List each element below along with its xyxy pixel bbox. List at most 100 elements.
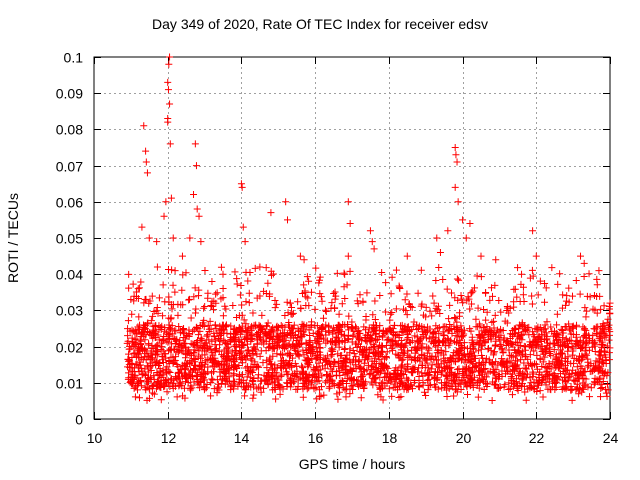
data-point xyxy=(144,378,152,386)
data-point xyxy=(143,320,151,328)
data-point xyxy=(483,308,491,316)
data-point xyxy=(475,367,483,375)
data-point xyxy=(431,375,439,383)
data-point xyxy=(338,337,346,345)
data-point xyxy=(179,325,187,333)
data-point xyxy=(440,358,448,366)
data-point xyxy=(203,380,211,388)
data-point xyxy=(430,381,438,389)
data-point xyxy=(145,329,153,337)
data-point xyxy=(483,380,491,388)
data-point xyxy=(389,330,397,338)
data-point xyxy=(459,216,467,224)
data-point xyxy=(238,301,246,309)
data-point xyxy=(220,336,228,344)
data-point xyxy=(194,331,202,339)
data-point xyxy=(308,318,316,326)
data-point xyxy=(403,290,411,298)
y-tick-label: 0.01 xyxy=(56,376,83,392)
data-point xyxy=(299,393,307,401)
data-point xyxy=(455,370,463,377)
data-point xyxy=(284,379,292,387)
data-point xyxy=(597,384,605,392)
data-point xyxy=(355,357,363,365)
data-point xyxy=(573,385,581,393)
data-point xyxy=(533,351,541,359)
data-point xyxy=(371,316,379,324)
data-point xyxy=(559,291,567,299)
data-point xyxy=(236,291,244,299)
data-point xyxy=(201,267,209,275)
data-point xyxy=(390,321,398,329)
data-point xyxy=(273,372,281,380)
data-point xyxy=(339,380,347,388)
data-point xyxy=(388,338,396,346)
data-point xyxy=(251,344,259,352)
data-point xyxy=(304,354,312,362)
data-point xyxy=(404,347,412,355)
data-point xyxy=(273,363,281,371)
data-point xyxy=(397,372,405,380)
data-point xyxy=(171,267,179,275)
data-point xyxy=(140,122,148,130)
data-point xyxy=(192,324,200,332)
data-point xyxy=(136,336,144,344)
data-point xyxy=(138,344,146,352)
data-point xyxy=(512,324,520,332)
data-point xyxy=(476,337,484,345)
data-point xyxy=(192,162,200,170)
data-point xyxy=(565,320,573,328)
data-point xyxy=(338,327,346,335)
data-point xyxy=(378,269,386,277)
data-point xyxy=(506,385,514,393)
data-point xyxy=(370,324,378,332)
data-point xyxy=(256,328,264,336)
data-point xyxy=(178,341,186,349)
data-point xyxy=(182,343,190,351)
data-point xyxy=(172,353,180,361)
data-point xyxy=(475,330,483,338)
data-point xyxy=(513,384,521,392)
data-point xyxy=(264,279,272,287)
data-point xyxy=(481,364,489,372)
data-point xyxy=(421,370,429,378)
data-point xyxy=(244,326,252,334)
data-point xyxy=(176,346,184,354)
data-point xyxy=(500,383,508,391)
data-point xyxy=(143,347,151,355)
data-point xyxy=(346,267,354,275)
data-point xyxy=(365,346,373,354)
data-point xyxy=(407,302,415,310)
data-point xyxy=(144,368,152,376)
data-point xyxy=(299,289,307,297)
data-point xyxy=(432,334,440,342)
data-point xyxy=(492,256,500,264)
data-point xyxy=(460,326,468,334)
data-point xyxy=(165,60,173,68)
data-point xyxy=(391,380,399,388)
data-point xyxy=(166,100,174,108)
data-point xyxy=(466,305,474,313)
data-point xyxy=(281,323,289,331)
data-point xyxy=(298,368,306,376)
data-point xyxy=(565,298,573,306)
data-point xyxy=(543,335,551,343)
y-tick-label: 0 xyxy=(75,412,83,428)
data-point xyxy=(182,269,190,277)
data-point xyxy=(590,292,598,300)
data-point xyxy=(198,336,206,344)
data-point xyxy=(273,322,281,330)
data-point xyxy=(191,284,199,292)
data-point xyxy=(263,364,271,372)
data-point xyxy=(207,392,215,400)
data-point xyxy=(573,321,581,329)
data-point xyxy=(411,354,419,362)
data-point xyxy=(166,334,174,342)
data-point xyxy=(142,147,150,155)
data-point xyxy=(482,373,490,381)
data-point xyxy=(568,385,576,393)
data-point xyxy=(360,384,368,392)
data-point xyxy=(525,331,533,339)
data-point xyxy=(303,373,311,381)
data-point xyxy=(211,341,219,349)
